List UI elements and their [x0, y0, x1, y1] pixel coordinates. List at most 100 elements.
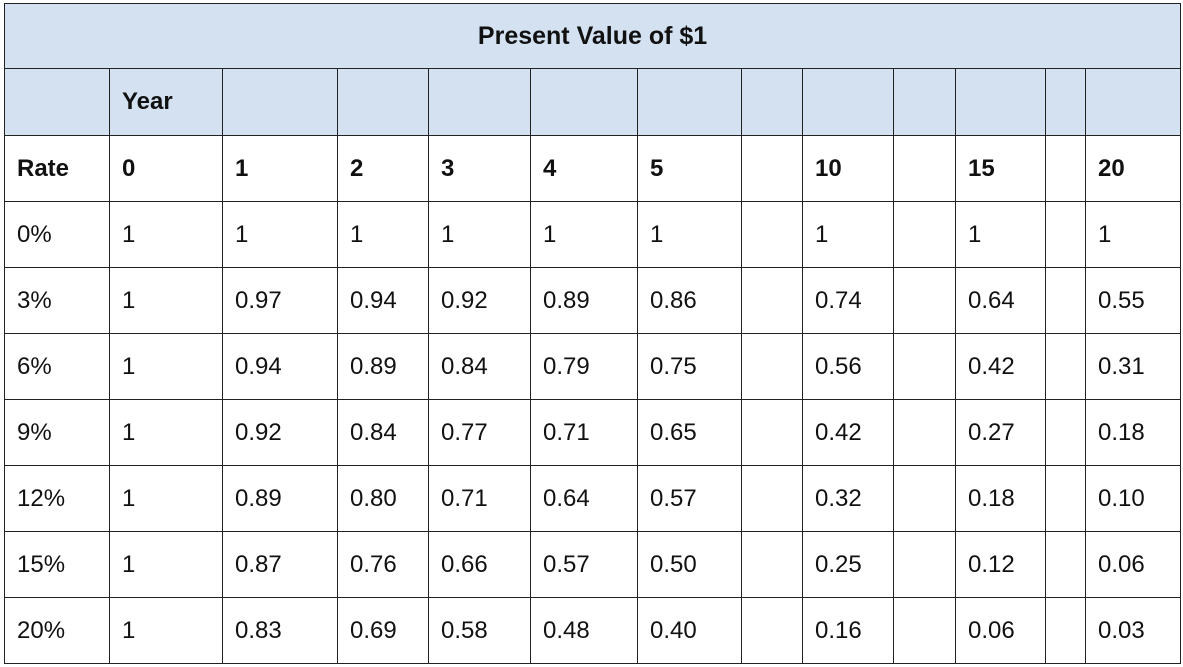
table-row: 9% 1 0.92 0.84 0.77 0.71 0.65 0.42 0.27 …: [4, 399, 1182, 466]
value-cell: 0.66: [428, 531, 531, 598]
value-cell: 1: [530, 201, 638, 268]
value-cell: 1: [109, 267, 223, 334]
value-cell: 1: [955, 201, 1046, 268]
value-cell: 0.65: [637, 399, 742, 466]
value-cell: [741, 399, 803, 466]
value-cell: [741, 531, 803, 598]
value-cell: 1: [1084, 201, 1182, 268]
year-header: 1: [222, 135, 338, 202]
value-cell: 0.42: [802, 399, 894, 466]
value-cell: 0.89: [222, 465, 338, 532]
rate-cell: 12%: [4, 465, 110, 532]
rate-cell: 6%: [4, 333, 110, 400]
value-cell: 0.57: [637, 465, 742, 532]
year-label-spacer: [955, 68, 1046, 136]
value-cell: 0.89: [337, 333, 429, 400]
value-cell: 0.10: [1084, 465, 1182, 532]
value-cell: [741, 201, 803, 268]
value-cell: 0.12: [955, 531, 1046, 598]
value-cell: [1045, 267, 1086, 334]
table-row: 0% 1 1 1 1 1 1 1 1 1: [4, 201, 1182, 268]
value-cell: 0.69: [337, 597, 429, 664]
value-cell: 0.42: [955, 333, 1046, 400]
value-cell: 0.84: [337, 399, 429, 466]
rate-label: Rate: [4, 135, 110, 202]
value-cell: 1: [802, 201, 894, 268]
year-label-spacer: [741, 68, 803, 136]
value-cell: [741, 267, 803, 334]
value-cell: 1: [109, 597, 223, 664]
value-cell: [1045, 333, 1086, 400]
value-cell: [741, 465, 803, 532]
value-cell: 1: [109, 399, 223, 466]
value-cell: 1: [109, 465, 223, 532]
value-cell: [1045, 201, 1086, 268]
value-cell: [893, 267, 956, 334]
value-cell: [1045, 399, 1086, 466]
year-header: 20: [1084, 135, 1182, 202]
value-cell: 0.79: [530, 333, 638, 400]
value-cell: 0.32: [802, 465, 894, 532]
year-header: 4: [530, 135, 638, 202]
year-header: 5: [637, 135, 742, 202]
value-cell: 0.27: [955, 399, 1046, 466]
year-header: 2: [337, 135, 429, 202]
value-cell: 0.75: [637, 333, 742, 400]
value-cell: [1045, 465, 1086, 532]
table-row: 12% 1 0.89 0.80 0.71 0.64 0.57 0.32 0.18…: [4, 465, 1182, 532]
value-cell: 0.64: [530, 465, 638, 532]
value-cell: 0.55: [1084, 267, 1182, 334]
value-cell: 0.64: [955, 267, 1046, 334]
value-cell: 1: [637, 201, 742, 268]
value-cell: 0.94: [337, 267, 429, 334]
value-cell: 0.84: [428, 333, 531, 400]
value-cell: 0.80: [337, 465, 429, 532]
value-cell: [741, 333, 803, 400]
year-label-spacer: [428, 68, 531, 136]
year-label-spacer: [802, 68, 894, 136]
value-cell: 0.89: [530, 267, 638, 334]
table-row: 20% 1 0.83 0.69 0.58 0.48 0.40 0.16 0.06…: [4, 597, 1182, 664]
year-label-spacer: [530, 68, 638, 136]
value-cell: 1: [222, 201, 338, 268]
rate-cell: 0%: [4, 201, 110, 268]
value-cell: 0.71: [428, 465, 531, 532]
value-cell: 1: [428, 201, 531, 268]
table-row: 15% 1 0.87 0.76 0.66 0.57 0.50 0.25 0.12…: [4, 531, 1182, 598]
value-cell: 0.76: [337, 531, 429, 598]
value-cell: 0.92: [222, 399, 338, 466]
year-label-spacer: [1045, 68, 1086, 136]
value-cell: 0.71: [530, 399, 638, 466]
value-cell: 0.58: [428, 597, 531, 664]
value-cell: 0.06: [955, 597, 1046, 664]
value-cell: 0.56: [802, 333, 894, 400]
corner-cell: [4, 68, 110, 136]
value-cell: 0.25: [802, 531, 894, 598]
rate-cell: 9%: [4, 399, 110, 466]
value-cell: 0.87: [222, 531, 338, 598]
value-cell: 1: [109, 531, 223, 598]
value-cell: [893, 597, 956, 664]
value-cell: 0.92: [428, 267, 531, 334]
value-cell: 0.94: [222, 333, 338, 400]
year-header: 15: [955, 135, 1046, 202]
value-cell: 0.18: [1084, 399, 1182, 466]
value-cell: 0.57: [530, 531, 638, 598]
table-title: Present Value of $1: [3, 3, 1182, 69]
year-header: 0: [109, 135, 223, 202]
value-cell: 0.18: [955, 465, 1046, 532]
value-cell: [1045, 531, 1086, 598]
year-header: [741, 135, 803, 202]
year-label-spacer: [1084, 68, 1182, 136]
value-cell: 0.48: [530, 597, 638, 664]
year-label-row: Year: [4, 68, 1182, 136]
value-cell: 0.97: [222, 267, 338, 334]
value-cell: 0.40: [637, 597, 742, 664]
year-label-spacer: [222, 68, 338, 136]
year-label-spacer: [893, 68, 956, 136]
value-cell: 0.74: [802, 267, 894, 334]
rate-cell: 15%: [4, 531, 110, 598]
value-cell: [893, 333, 956, 400]
year-header: 10: [802, 135, 894, 202]
rate-cell: 20%: [4, 597, 110, 664]
